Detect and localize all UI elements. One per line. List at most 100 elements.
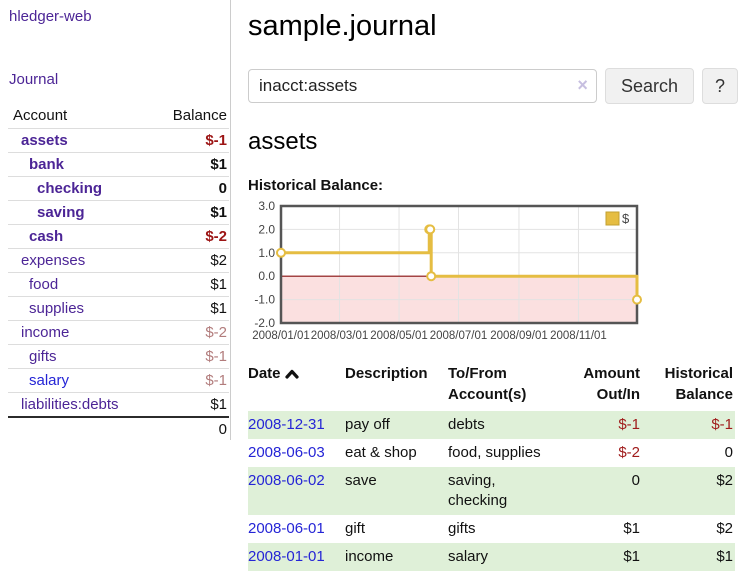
register-table: Date Description To/From Account(s) Amou… xyxy=(248,361,735,571)
transaction-date-link[interactable]: 2008-06-02 xyxy=(248,471,325,489)
search-input[interactable] xyxy=(248,69,597,103)
account-link-salary[interactable]: salary xyxy=(29,372,70,389)
account-link-food[interactable]: food xyxy=(29,276,59,293)
main-content: sample.journal × Search ? assets Histori… xyxy=(232,0,742,571)
register-header-accounts: To/From Account(s) xyxy=(448,365,527,403)
svg-text:$: $ xyxy=(622,211,630,226)
svg-text:0.0: 0.0 xyxy=(258,269,275,283)
accounts-header-account: Account xyxy=(13,107,68,124)
transaction-balance: 0 xyxy=(724,443,733,461)
page-title: sample.journal xyxy=(248,10,437,42)
svg-text:-2.0: -2.0 xyxy=(254,316,275,330)
transaction-accounts: saving, checking xyxy=(448,471,508,509)
search-form: × Search ? xyxy=(248,68,738,104)
svg-text:2008/01/01: 2008/01/01 xyxy=(252,330,310,342)
clear-search-icon[interactable]: × xyxy=(577,75,588,95)
transaction-date-link[interactable]: 2008-12-31 xyxy=(248,416,325,433)
app-title-link[interactable]: hledger-web xyxy=(9,8,92,25)
account-link-saving[interactable]: saving xyxy=(37,204,85,221)
search-button[interactable]: Search xyxy=(604,68,694,104)
account-balance: $1 xyxy=(210,276,227,293)
transaction-amount: $-2 xyxy=(618,443,640,461)
account-row: gifts $-1 xyxy=(8,344,229,369)
account-row: bank $1 xyxy=(8,152,229,177)
account-row: income $-2 xyxy=(8,320,229,345)
accounts-header-balance: Balance xyxy=(172,107,227,124)
register-header-date[interactable]: Date xyxy=(248,361,345,411)
transaction-balance: $1 xyxy=(716,547,733,565)
account-row: salary $-1 xyxy=(8,368,229,393)
account-row: cash $-2 xyxy=(8,224,229,249)
account-link-checking[interactable]: checking xyxy=(37,180,103,197)
account-link-income[interactable]: income xyxy=(21,324,70,341)
historical-balance-chart: $3.0 2.0 1.0 0.0 -1.0 -2.0 2008/01/01 2008/03/0… xyxy=(248,199,738,345)
register-row[interactable]: 2008-12-31 pay off debts $-1 $-1 xyxy=(248,411,735,439)
account-row: liabilities:debts $1 xyxy=(8,392,229,418)
transaction-balance: $2 xyxy=(716,519,733,537)
transaction-balance: $-1 xyxy=(711,416,733,433)
accounts-total-row: 0 xyxy=(8,417,229,441)
account-row: expenses $2 xyxy=(8,248,229,273)
help-button[interactable]: ? xyxy=(701,68,738,104)
account-balance: $1 xyxy=(210,156,227,173)
transaction-description: eat & shop xyxy=(345,443,417,461)
account-link-expenses[interactable]: expenses xyxy=(21,252,86,269)
transaction-amount: 0 xyxy=(631,471,640,489)
account-balance: $-1 xyxy=(205,132,227,149)
account-balance: $-2 xyxy=(205,324,227,341)
account-link-gifts[interactable]: gifts xyxy=(29,348,57,365)
svg-text:2.0: 2.0 xyxy=(258,222,275,236)
svg-text:2008/07/01: 2008/07/01 xyxy=(430,330,488,342)
sort-ascending-icon xyxy=(284,364,299,385)
accounts-table-header: Account Balance xyxy=(8,104,229,129)
transaction-date-link[interactable]: 2008-01-01 xyxy=(248,547,325,565)
transaction-date-link[interactable]: 2008-06-01 xyxy=(248,519,325,537)
account-balance: $-1 xyxy=(205,348,227,365)
transaction-accounts: debts xyxy=(448,416,485,433)
transaction-description: gift xyxy=(345,519,366,537)
transaction-description: save xyxy=(345,471,377,489)
account-row: assets $-1 xyxy=(8,128,229,153)
account-row: supplies $1 xyxy=(8,296,229,321)
transaction-balance: $2 xyxy=(716,471,733,489)
register-header-row: Date Description To/From Account(s) Amou… xyxy=(248,361,735,411)
accounts-table: Account Balance assets $-1 bank $1 check… xyxy=(8,104,229,441)
transaction-accounts: gifts xyxy=(448,519,476,537)
svg-text:-1.0: -1.0 xyxy=(254,293,275,307)
accounts-total-value: 0 xyxy=(218,421,227,438)
svg-text:2008/11/01: 2008/11/01 xyxy=(550,330,607,342)
account-balance: 0 xyxy=(218,180,227,197)
account-row: food $1 xyxy=(8,272,229,297)
transaction-description: income xyxy=(345,547,394,565)
account-balance: $-2 xyxy=(205,228,227,245)
svg-text:1.0: 1.0 xyxy=(258,246,275,260)
transaction-date-link[interactable]: 2008-06-03 xyxy=(248,443,325,461)
account-link-bank[interactable]: bank xyxy=(29,156,65,173)
svg-text:2008/05/01: 2008/05/01 xyxy=(370,330,428,342)
account-row: saving $1 xyxy=(8,200,229,225)
register-row[interactable]: 2008-01-01 income salary $1 $1 xyxy=(248,542,735,571)
account-link-assets[interactable]: assets xyxy=(21,132,68,149)
transaction-accounts: food, supplies xyxy=(448,443,541,461)
sidebar-item-journal[interactable]: Journal xyxy=(9,71,59,88)
register-header-description: Description xyxy=(345,365,428,382)
sidebar: hledger-web Journal Account Balance asse… xyxy=(0,0,231,440)
account-balance: $1 xyxy=(210,396,227,413)
account-heading: assets xyxy=(248,128,318,155)
transaction-amount: $1 xyxy=(623,547,640,565)
account-balance: $2 xyxy=(210,252,227,269)
register-row[interactable]: 2008-06-03 eat & shop food, supplies $-2… xyxy=(248,439,735,467)
svg-text:2008/03/01: 2008/03/01 xyxy=(311,330,369,342)
svg-text:2008/09/01: 2008/09/01 xyxy=(490,330,548,342)
register-header-date-label: Date xyxy=(248,365,281,382)
register-row[interactable]: 2008-06-02 save saving, checking 0 $2 xyxy=(248,466,735,515)
transaction-description: pay off xyxy=(345,416,390,433)
search-box: × xyxy=(248,69,597,103)
account-balance: $-1 xyxy=(205,372,227,389)
account-link-liabilities-debts[interactable]: liabilities:debts xyxy=(21,396,119,413)
register-row[interactable]: 2008-06-01 gift gifts $1 $2 xyxy=(248,515,735,543)
account-link-cash[interactable]: cash xyxy=(29,228,64,245)
account-link-supplies[interactable]: supplies xyxy=(29,300,85,317)
svg-text:3.0: 3.0 xyxy=(258,199,275,213)
